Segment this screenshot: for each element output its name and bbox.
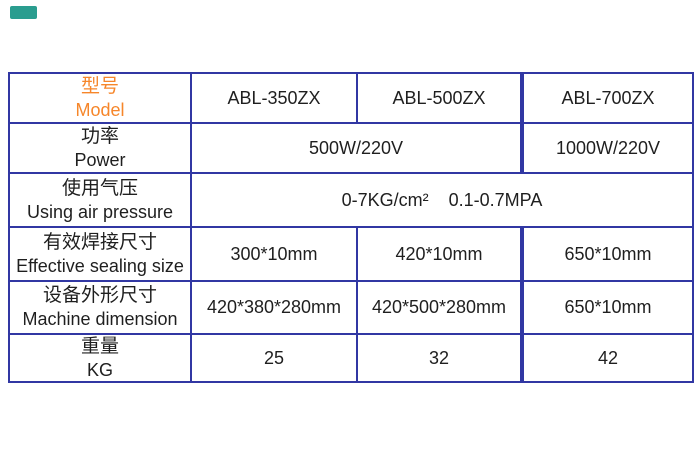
machine-dimension-value-350: 420*380*280mm bbox=[190, 280, 358, 335]
machine-dimension-value-500: 420*500*280mm bbox=[356, 280, 523, 335]
air-pressure-row: 使用气压 Using air pressure 0-7KG/cm² 0.1-0.… bbox=[8, 172, 694, 228]
machine-dimension-label-en: Machine dimension bbox=[22, 309, 178, 330]
power-value-700: 1000W/220V bbox=[520, 122, 694, 174]
weight-value-350: 25 bbox=[190, 332, 358, 384]
air-pressure-value: 0-7KG/cm² 0.1-0.7MPA bbox=[190, 172, 694, 228]
header-label-cell: 型号 Model bbox=[8, 72, 192, 124]
sealing-size-label-zh: 有效焊接尺寸 bbox=[42, 231, 157, 253]
weight-label-zh: 重量 bbox=[80, 336, 119, 357]
machine-dimension-label-zh: 设备外形尺寸 bbox=[42, 285, 157, 307]
air-pressure-label-cell: 使用气压 Using air pressure bbox=[8, 172, 192, 228]
header-label-en: Model bbox=[75, 99, 125, 120]
power-label-zh: 功率 bbox=[80, 125, 119, 147]
weight-value-700: 42 bbox=[520, 332, 694, 384]
sealing-size-label-en: Effective sealing size bbox=[16, 255, 184, 276]
weight-label-cell: 重量 KG bbox=[8, 332, 192, 384]
weight-label-en: KG bbox=[86, 359, 113, 380]
model-cell-abl-350zx: ABL-350ZX bbox=[190, 72, 358, 124]
sealing-size-value-350: 300*10mm bbox=[190, 226, 358, 282]
model-cell-abl-500zx: ABL-500ZX bbox=[356, 72, 523, 124]
machine-dimension-label-cell: 设备外形尺寸 Machine dimension bbox=[8, 280, 192, 335]
power-value-350-500: 500W/220V bbox=[190, 122, 523, 174]
weight-row: 重量 KG 25 32 42 bbox=[8, 332, 694, 384]
header-row: 型号 Model ABL-350ZX ABL-500ZX ABL-700ZX bbox=[8, 72, 694, 124]
power-label-cell: 功率 Power bbox=[8, 122, 192, 174]
spec-table: 型号 Model ABL-350ZX ABL-500ZX ABL-700ZX 功… bbox=[8, 72, 694, 384]
machine-dimension-row: 设备外形尺寸 Machine dimension 420*380*280mm 4… bbox=[8, 280, 694, 335]
machine-dimension-value-700: 650*10mm bbox=[520, 280, 694, 335]
brand-mark bbox=[10, 6, 37, 19]
sealing-size-value-700: 650*10mm bbox=[520, 226, 694, 282]
air-pressure-label-zh: 使用气压 bbox=[61, 177, 138, 199]
air-pressure-label-en: Using air pressure bbox=[26, 201, 174, 222]
sealing-size-label-cell: 有效焊接尺寸 Effective sealing size bbox=[8, 226, 192, 282]
weight-value-500: 32 bbox=[356, 332, 523, 384]
power-row: 功率 Power 500W/220V 1000W/220V bbox=[8, 122, 694, 174]
header-label-zh: 型号 bbox=[80, 75, 119, 97]
model-cell-abl-700zx: ABL-700ZX bbox=[520, 72, 694, 124]
sealing-size-value-500: 420*10mm bbox=[356, 226, 523, 282]
sealing-size-row: 有效焊接尺寸 Effective sealing size 300*10mm 4… bbox=[8, 226, 694, 282]
power-label-en: Power bbox=[74, 149, 126, 170]
